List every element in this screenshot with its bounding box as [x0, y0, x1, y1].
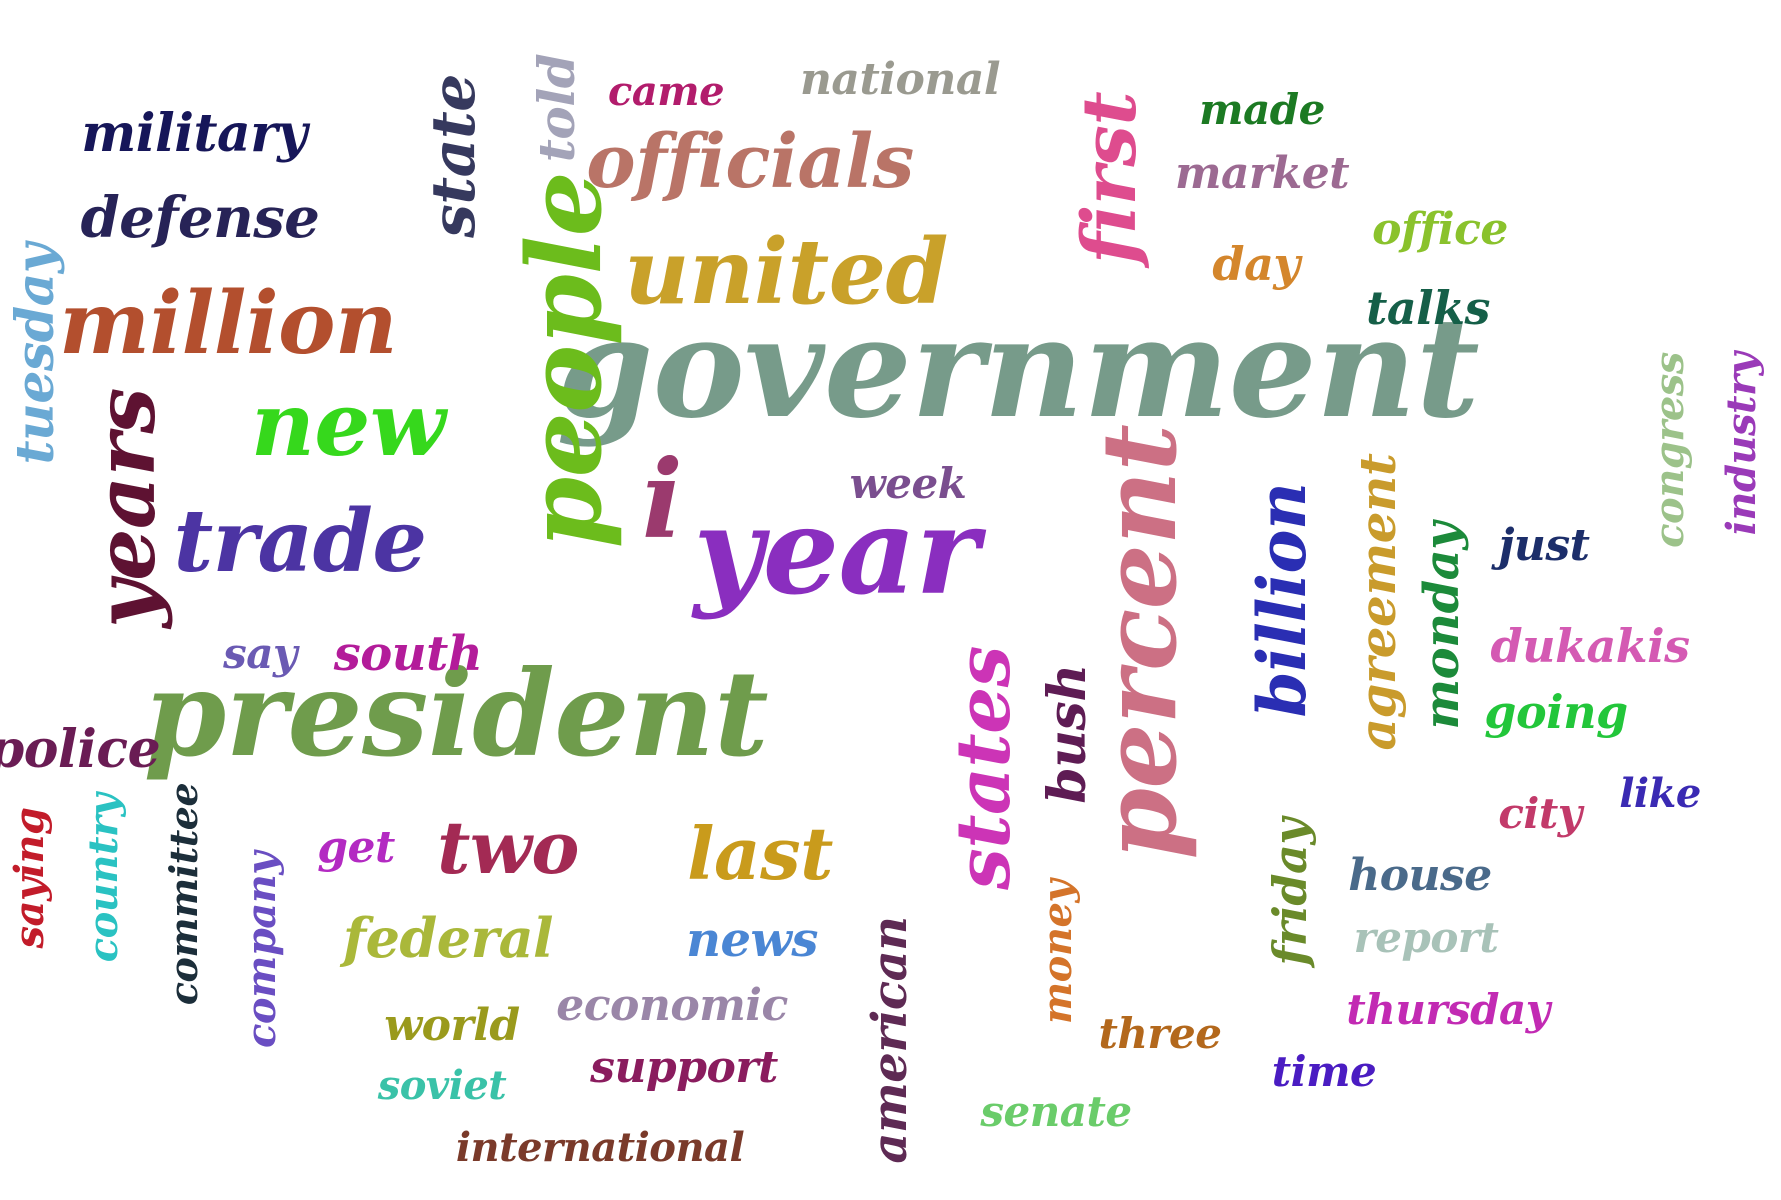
word-percent: percent: [1080, 424, 1200, 860]
word-economic: economic: [556, 980, 788, 1031]
word-came: came: [607, 68, 725, 115]
word-south: south: [333, 626, 483, 682]
word-senate: senate: [980, 1087, 1132, 1136]
word-billion: billion: [1243, 482, 1321, 718]
word-million: million: [58, 273, 398, 374]
word-office: office: [1372, 204, 1508, 255]
word-i: i: [641, 437, 683, 563]
word-government: government: [556, 286, 1480, 449]
word-states: states: [941, 646, 1027, 890]
word-report: report: [1353, 913, 1499, 962]
word-news: news: [686, 912, 818, 968]
word-american: american: [862, 916, 918, 1164]
word-country: country: [80, 793, 127, 963]
word-national: national: [799, 54, 1001, 105]
word-police: police: [0, 719, 161, 780]
word-agreement: agreement: [1348, 453, 1407, 751]
word-time: time: [1271, 1047, 1377, 1096]
word-federal: federal: [342, 906, 554, 970]
word-friday: friday: [1263, 818, 1317, 966]
word-united: united: [624, 219, 948, 325]
word-thursday: thursday: [1346, 985, 1550, 1034]
word-year: year: [693, 481, 979, 622]
word-house: house: [1348, 850, 1492, 901]
word-market: market: [1174, 148, 1350, 199]
word-officials: officials: [586, 119, 914, 205]
word-world: world: [384, 1000, 520, 1051]
word-president: president: [143, 644, 769, 783]
word-like: like: [1619, 770, 1701, 817]
word-international: international: [455, 1124, 745, 1171]
word-bush: bush: [1037, 664, 1098, 804]
word-talks: talks: [1366, 281, 1490, 335]
word-just: just: [1498, 520, 1590, 571]
word-committee: committee: [161, 782, 206, 1006]
word-industry: industry: [1718, 352, 1765, 536]
word-three: three: [1098, 1009, 1222, 1058]
word-two: two: [437, 805, 579, 890]
word-last: last: [687, 811, 833, 896]
word-monday: monday: [1414, 522, 1470, 730]
word-say: say: [223, 629, 297, 678]
word-congress: congress: [1646, 352, 1693, 548]
word-soviet: soviet: [377, 1062, 507, 1109]
word-day: day: [1212, 237, 1300, 291]
word-people: people: [505, 171, 625, 549]
word-told: told: [527, 53, 586, 163]
word-get: get: [317, 822, 395, 873]
word-years: years: [78, 388, 174, 628]
word-saying: saying: [6, 807, 53, 949]
word-support: support: [590, 1042, 778, 1093]
word-week: week: [849, 459, 967, 508]
word-state: state: [419, 74, 489, 238]
word-city: city: [1498, 789, 1582, 838]
word-first: first: [1067, 91, 1153, 265]
word-trade: trade: [173, 491, 427, 592]
word-new: new: [250, 372, 446, 476]
word-dukakis: dukakis: [1490, 619, 1690, 673]
word-money: money: [1034, 879, 1081, 1025]
word-made: made: [1199, 85, 1325, 134]
word-military: military: [81, 103, 307, 164]
word-company: company: [238, 851, 285, 1049]
word-defense: defense: [80, 185, 320, 251]
word-tuesday: tuesday: [5, 243, 66, 465]
word-going: going: [1484, 685, 1628, 739]
